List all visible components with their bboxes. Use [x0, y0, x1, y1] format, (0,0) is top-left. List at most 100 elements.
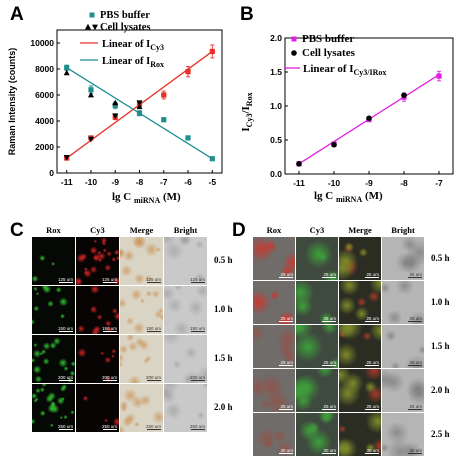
data-point — [63, 69, 70, 76]
legend-label-lysates: Cell lysates — [302, 47, 356, 59]
data-point — [136, 100, 143, 106]
legend-marker-lysates — [291, 50, 297, 56]
scale-bar — [103, 331, 117, 332]
data-point — [88, 87, 94, 93]
legend-marker-pbs — [89, 12, 95, 18]
row-time-label: 1.0 h — [214, 304, 233, 314]
y-tick-label: 0.0 — [270, 169, 282, 179]
y-tick-label: 2000 — [35, 142, 54, 152]
data-point — [209, 48, 215, 55]
scale-bar — [322, 321, 336, 322]
scale-label: 200 um — [189, 375, 205, 380]
data-point — [296, 161, 302, 167]
y-tick-label: 8000 — [35, 64, 54, 74]
scale-label: 200 um — [101, 375, 117, 380]
scale-bar — [322, 409, 336, 410]
micrograph-rox: 30 um — [253, 413, 295, 456]
scale-label: 200 um — [145, 375, 161, 380]
scale-label: 25 um — [366, 360, 379, 365]
data-point — [185, 69, 191, 75]
x-axis-label: lg C miRNA (M) — [314, 190, 383, 204]
legend-up-triangle — [85, 23, 91, 30]
micrograph-bright: 200 um — [164, 335, 207, 383]
row-time-label: 1.5 h — [214, 353, 233, 363]
scale-bar — [365, 409, 379, 410]
scale-bar — [191, 380, 205, 381]
legend-down-triangle — [92, 24, 98, 31]
scale-label: 250 um — [101, 424, 117, 429]
y-tick-label: 1.0 — [270, 101, 282, 111]
scale-label: 25 um — [366, 404, 379, 409]
scale-label: 25 um — [280, 360, 293, 365]
panel-d-letter: D — [232, 220, 246, 241]
x-tick-label: -11 — [61, 177, 73, 187]
column-header-merge: Merge — [348, 225, 372, 235]
series-3 — [63, 69, 143, 110]
legend-marker-pbs — [291, 36, 297, 42]
scale-label: 150 um — [101, 326, 117, 331]
scale-label: 125 um — [189, 277, 205, 282]
data-point — [436, 73, 442, 79]
panel-b-letter: B — [240, 4, 254, 25]
x-tick-label: -7 — [435, 178, 443, 188]
scale-bar — [279, 321, 293, 322]
column-header-bright: Bright — [391, 225, 415, 235]
scale-bar — [191, 331, 205, 332]
scale-bar — [191, 282, 205, 283]
legend-label-cy3: Linear of ICy3 — [102, 39, 164, 52]
scale-bar — [147, 429, 161, 430]
micrograph-cy3: 30 um — [296, 413, 338, 456]
y-axis-label: ICy3/IRox — [240, 92, 254, 131]
y-axis-label: Raman Intensity (counts) — [7, 48, 17, 156]
y-tick-label: 2.0 — [270, 33, 282, 43]
micrograph-cy3: 25 um — [296, 325, 338, 368]
scale-label: 125 um — [145, 277, 161, 282]
x-tick-label: -5 — [209, 177, 217, 187]
scale-label: 250 um — [189, 424, 205, 429]
micrograph-merge: 200 um — [120, 335, 163, 383]
row-time-label: 0.5 h — [214, 255, 233, 265]
micrograph-rox: 150 um — [32, 286, 75, 334]
scale-label: 30 um — [366, 448, 379, 453]
scale-bar — [365, 277, 379, 278]
micrograph-cy3: 125 um — [76, 237, 119, 285]
data-point — [112, 99, 119, 106]
micrograph-rox: 25 um — [253, 237, 295, 280]
micrograph-merge: 250 um — [120, 384, 163, 432]
row-time-label: 2.0 h — [431, 384, 450, 395]
data-point — [136, 110, 143, 116]
micrograph-cy3: 200 um — [76, 335, 119, 383]
x-tick-label: -8 — [136, 177, 144, 187]
legend-label-ratio: Linear of ICy3/IRox — [303, 63, 386, 77]
data-point — [401, 92, 407, 98]
scale-label: 25 um — [366, 316, 379, 321]
scale-bar — [279, 277, 293, 278]
scale-label: 30 um — [280, 448, 293, 453]
y-tick-label: 10000 — [30, 38, 54, 48]
micrograph-cy3: 150 um — [76, 286, 119, 334]
x-tick-label: -10 — [85, 177, 98, 187]
micrograph-bright: 150 um — [164, 286, 207, 334]
micrograph-rox: 125 um — [32, 237, 75, 285]
scale-label: 25 um — [323, 316, 336, 321]
x-tick-label: -10 — [328, 178, 341, 188]
scale-bar — [59, 380, 73, 381]
scale-bar — [147, 282, 161, 283]
micrograph-merge: 30 um — [339, 413, 381, 456]
scale-label: 25 um — [280, 404, 293, 409]
micrograph-cy3: 25 um — [296, 281, 338, 324]
scale-label: 25 um — [409, 316, 422, 321]
scale-bar — [147, 380, 161, 381]
micrograph-bright: 25 um — [382, 281, 424, 324]
scale-label: 25 um — [280, 272, 293, 277]
data-point — [64, 65, 70, 71]
micrograph-bright: 250 um — [164, 384, 207, 432]
x-tick-label: -6 — [184, 177, 192, 187]
y-tick-label: 0 — [49, 168, 54, 178]
column-header-cy3: Cy3 — [309, 225, 325, 235]
micrograph-merge: 150 um — [120, 286, 163, 334]
micrograph-merge: 25 um — [339, 369, 381, 412]
data-point — [112, 102, 118, 108]
y-tick-label: 6000 — [35, 90, 54, 100]
legend-label-rox: Linear of IRox — [102, 56, 164, 69]
